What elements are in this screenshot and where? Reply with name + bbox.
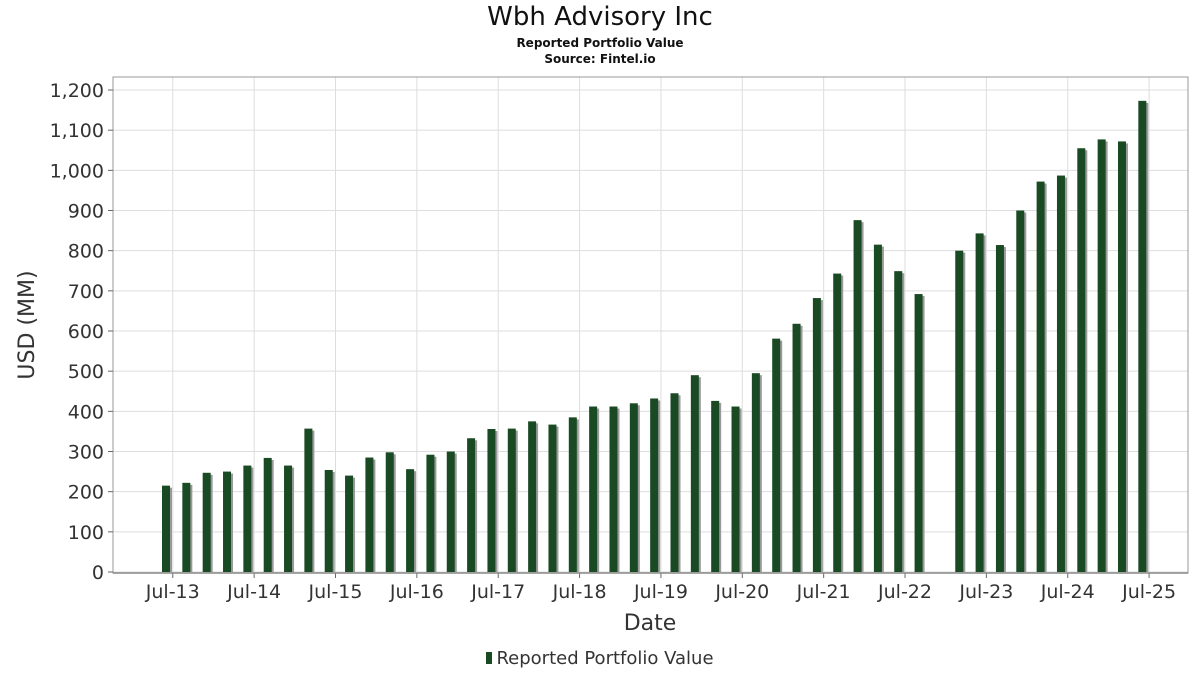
bar bbox=[406, 469, 415, 572]
bar bbox=[284, 465, 293, 572]
chart-source: Source: Fintel.io bbox=[544, 52, 656, 66]
bar bbox=[345, 475, 354, 572]
bar bbox=[243, 465, 252, 572]
bar bbox=[772, 338, 781, 572]
bar bbox=[182, 482, 191, 572]
bar bbox=[690, 375, 699, 572]
y-tick-label: 400 bbox=[68, 401, 104, 423]
bar bbox=[1016, 210, 1025, 572]
bar bbox=[223, 471, 232, 572]
y-tick-label: 900 bbox=[68, 201, 104, 223]
x-tick-label: Jul-21 bbox=[796, 581, 851, 603]
bar bbox=[324, 469, 333, 572]
axes bbox=[108, 76, 1189, 578]
y-tick-label: 700 bbox=[68, 281, 104, 303]
bar bbox=[731, 406, 740, 572]
bar-series bbox=[162, 100, 1149, 572]
x-tick-labels: Jul-13 Jul-14 Jul-15 Jul-16 Jul-17 Jul-18 Jul-… bbox=[145, 581, 1176, 603]
x-axis-label: Date bbox=[624, 611, 677, 636]
bar bbox=[1077, 148, 1086, 572]
bar bbox=[304, 428, 313, 572]
x-tick-label: Jul-18 bbox=[552, 581, 607, 603]
bar bbox=[873, 244, 882, 572]
bar bbox=[792, 323, 801, 572]
bar bbox=[385, 452, 394, 572]
y-tick-label: 200 bbox=[68, 482, 104, 504]
bar bbox=[263, 457, 272, 572]
y-tick-label: 1,200 bbox=[50, 80, 104, 102]
y-tick-labels: 0 100 200 300 400 500 600 700 800 900 1,000 1,100 1,… bbox=[50, 80, 104, 584]
bar bbox=[568, 417, 577, 572]
bar bbox=[955, 250, 964, 572]
bar bbox=[589, 406, 598, 572]
chart-title: Wbh Advisory Inc bbox=[487, 2, 713, 32]
x-tick-label: Jul-15 bbox=[308, 581, 363, 603]
bar bbox=[507, 428, 516, 572]
x-tick-label: Jul-19 bbox=[633, 581, 688, 603]
bar bbox=[833, 273, 842, 572]
legend-label: Reported Portfolio Value bbox=[496, 648, 714, 669]
bar bbox=[446, 451, 455, 572]
bar bbox=[853, 220, 862, 572]
bar bbox=[548, 424, 557, 572]
x-tick-label: Jul-20 bbox=[714, 581, 769, 603]
bar bbox=[1056, 175, 1065, 572]
x-tick-label: Jul-17 bbox=[470, 581, 525, 603]
bar bbox=[650, 398, 659, 572]
grid-lines bbox=[113, 77, 1188, 573]
bar bbox=[975, 233, 984, 572]
bar bbox=[426, 454, 435, 572]
legend: Reported Portfolio Value bbox=[0, 648, 1200, 669]
bar bbox=[1036, 181, 1045, 572]
bar bbox=[487, 429, 496, 572]
x-tick-label: Jul-23 bbox=[958, 581, 1013, 603]
bar bbox=[162, 485, 170, 572]
y-tick-label: 500 bbox=[68, 361, 104, 383]
bar bbox=[894, 271, 903, 572]
bar bbox=[812, 298, 821, 572]
x-tick-label: Jul-14 bbox=[226, 581, 281, 603]
bar bbox=[609, 406, 618, 572]
legend-swatch bbox=[486, 652, 493, 664]
bar bbox=[995, 245, 1004, 572]
bar bbox=[202, 472, 211, 572]
x-tick-label: Jul-22 bbox=[877, 581, 932, 603]
y-tick-label: 100 bbox=[68, 522, 104, 544]
bar bbox=[751, 373, 760, 572]
bar bbox=[1117, 141, 1126, 572]
bar bbox=[670, 393, 679, 572]
y-axis-label: USD (MM) bbox=[15, 270, 40, 379]
bar bbox=[467, 438, 476, 572]
bar bbox=[365, 457, 374, 572]
bar bbox=[914, 294, 923, 572]
bar bbox=[528, 421, 537, 572]
bar bbox=[1138, 100, 1147, 572]
y-tick-label: 800 bbox=[68, 241, 104, 263]
y-tick-label: 0 bbox=[92, 562, 104, 584]
x-tick-label: Jul-25 bbox=[1121, 581, 1176, 603]
y-tick-label: 1,100 bbox=[50, 120, 104, 142]
bar bbox=[711, 400, 720, 572]
y-tick-label: 300 bbox=[68, 442, 104, 464]
x-tick-label: Jul-16 bbox=[389, 581, 444, 603]
y-tick-label: 600 bbox=[68, 321, 104, 343]
x-tick-label: Jul-13 bbox=[145, 581, 200, 603]
y-tick-label: 1,000 bbox=[50, 160, 104, 182]
bar bbox=[1097, 139, 1106, 572]
x-tick-label: Jul-24 bbox=[1040, 581, 1095, 603]
bar bbox=[629, 403, 638, 572]
chart-subtitle: Reported Portfolio Value bbox=[516, 36, 684, 50]
